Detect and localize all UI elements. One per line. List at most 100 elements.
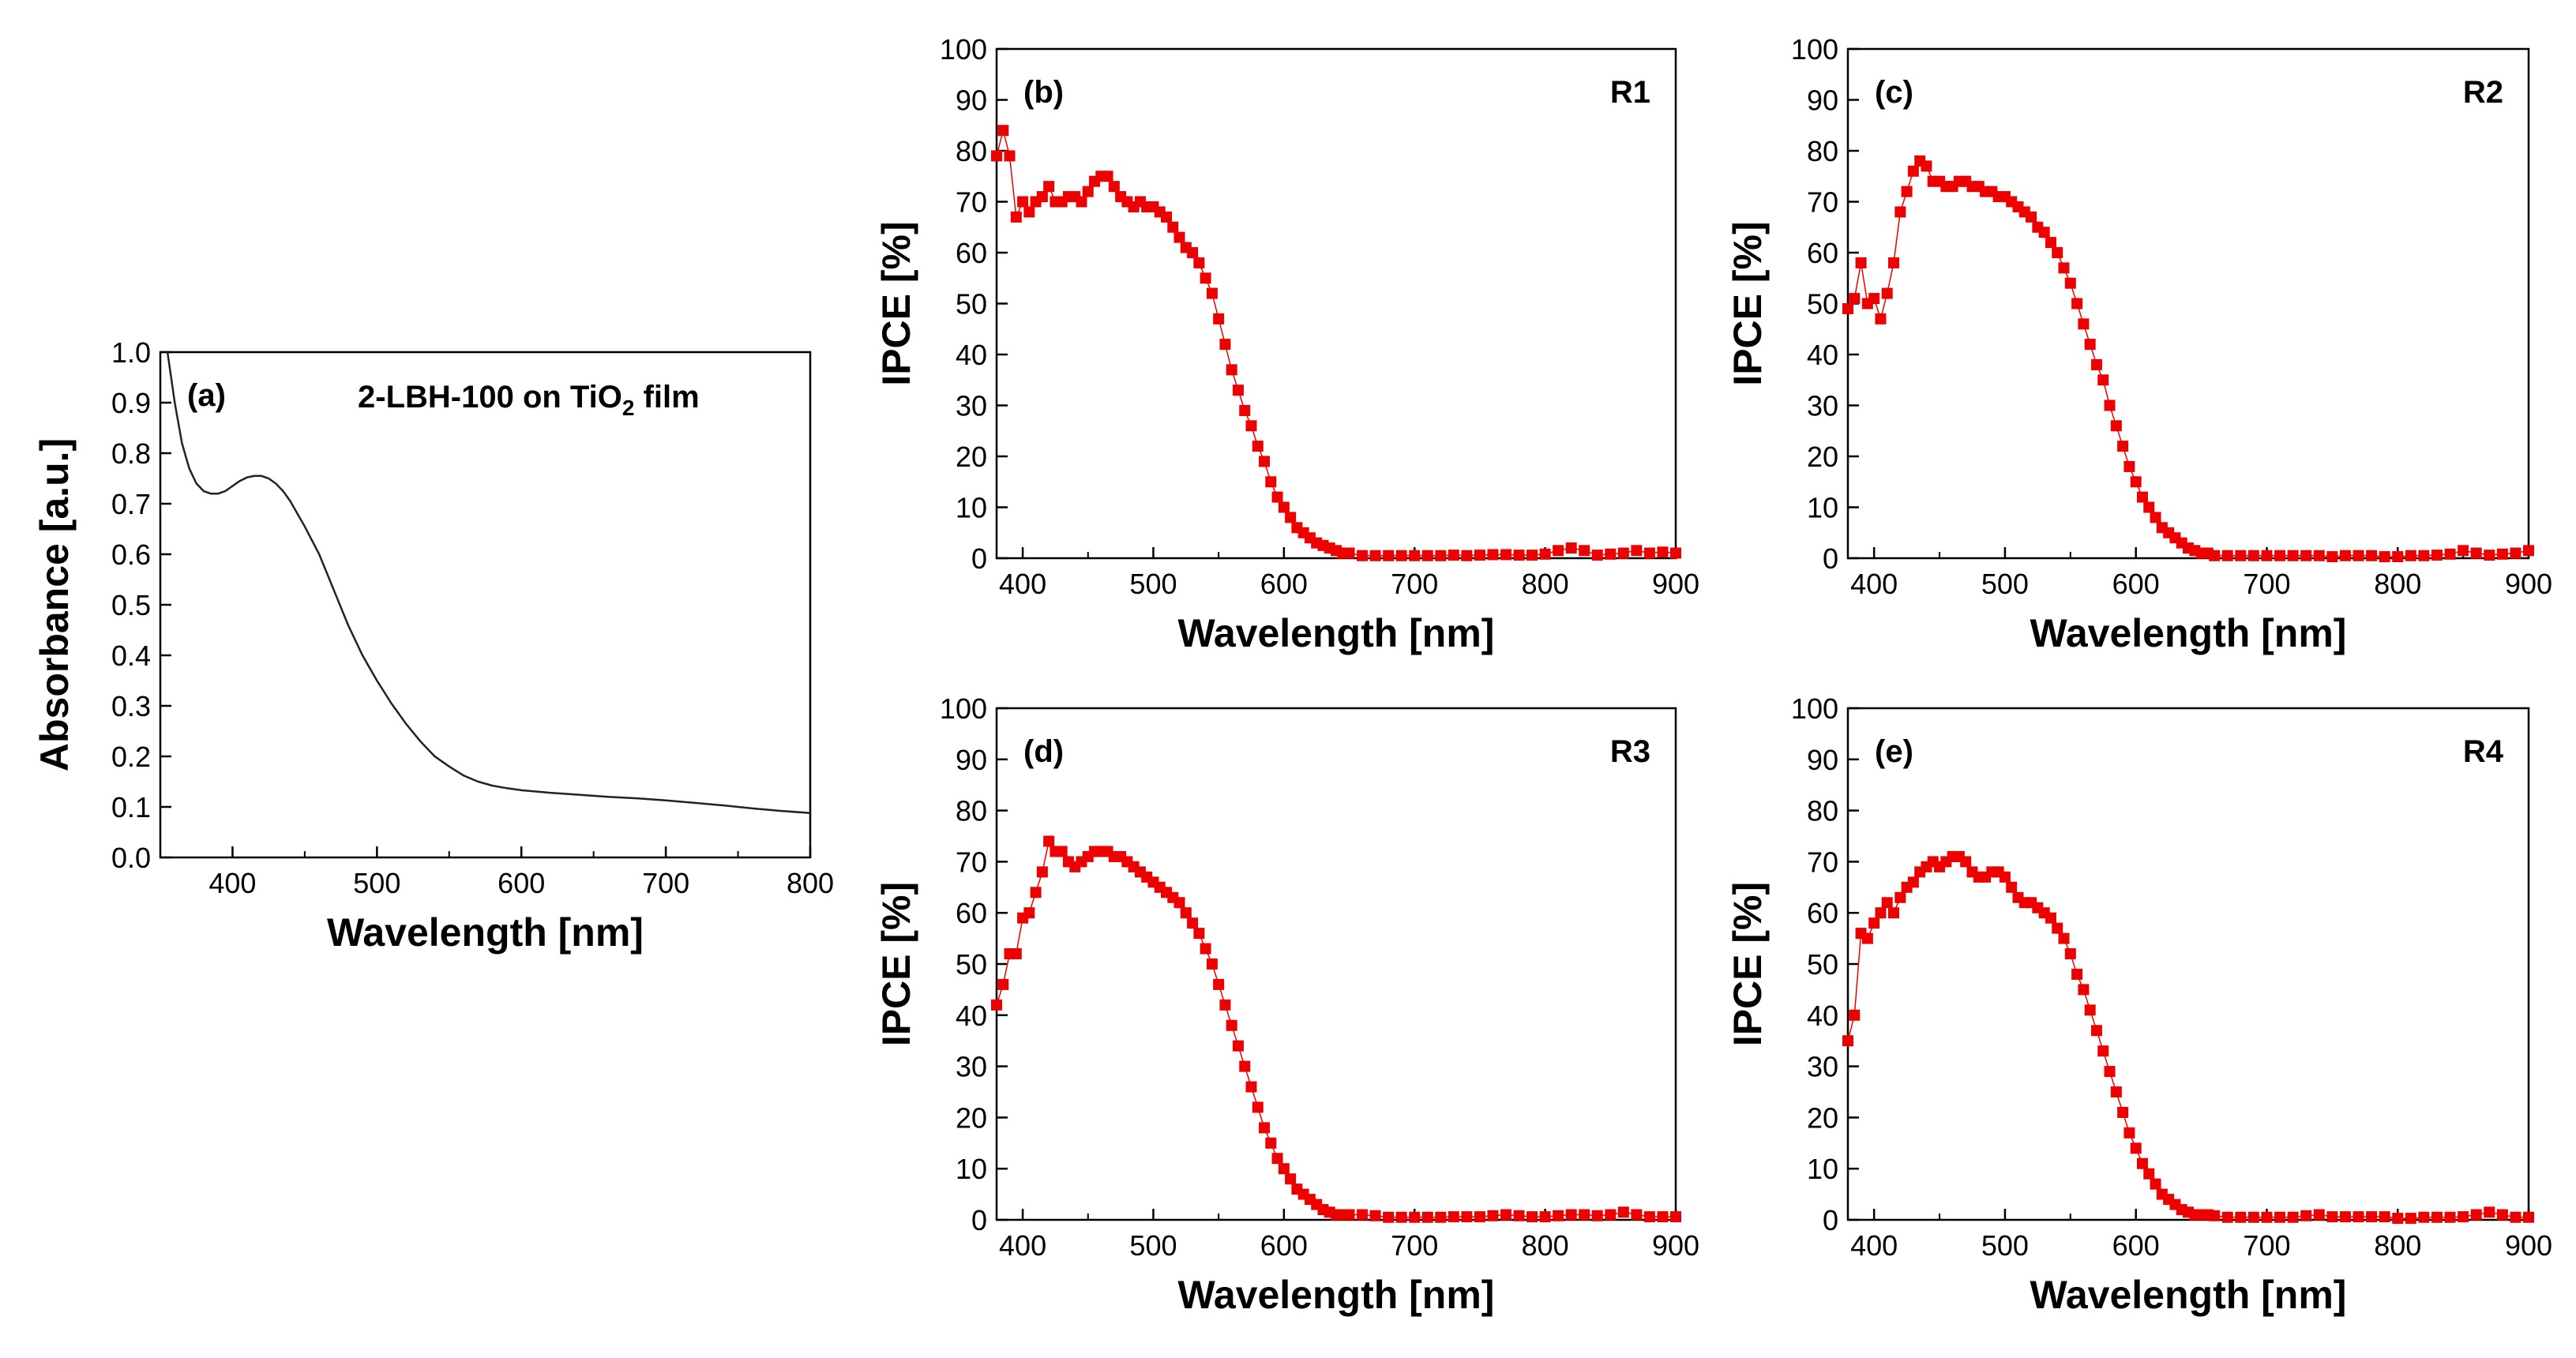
x-tick-label: 900 bbox=[1652, 1229, 1699, 1262]
y-tick-label: 90 bbox=[956, 84, 987, 117]
data-point-marker bbox=[1487, 1210, 1499, 1221]
data-point-marker bbox=[1056, 846, 1068, 857]
data-point-marker bbox=[1252, 1101, 1264, 1113]
data-point-marker bbox=[1617, 547, 1629, 559]
x-tick-label: 500 bbox=[1981, 568, 2029, 600]
data-point-marker bbox=[1173, 897, 1185, 909]
y-tick-label: 10 bbox=[956, 492, 987, 524]
data-point-marker bbox=[1435, 1211, 1447, 1223]
plot-frame bbox=[1846, 707, 2530, 1221]
plot-frame bbox=[995, 47, 1677, 560]
y-tick-label: 0 bbox=[1823, 542, 1838, 575]
y-tick-label: 100 bbox=[1791, 33, 1838, 66]
data-point-marker bbox=[1553, 545, 1564, 557]
data-point-marker bbox=[2418, 550, 2430, 561]
series-label: R4 bbox=[2463, 734, 2504, 769]
data-point-marker bbox=[1894, 891, 1906, 903]
y-tick-label: 20 bbox=[1807, 1101, 1838, 1134]
x-tick-label: 700 bbox=[642, 867, 689, 899]
data-point-marker bbox=[1888, 257, 1900, 268]
y-tick-label: 20 bbox=[956, 441, 987, 473]
data-point-marker bbox=[2235, 550, 2247, 561]
x-tick-label: 400 bbox=[208, 867, 256, 899]
data-point-marker bbox=[1421, 550, 1433, 561]
x-tick-label: 600 bbox=[498, 867, 545, 899]
data-point-marker bbox=[2326, 1211, 2338, 1223]
data-point-marker bbox=[997, 125, 1009, 137]
data-point-marker bbox=[2431, 550, 2443, 561]
data-point-marker bbox=[2431, 1211, 2443, 1223]
data-point-marker bbox=[1474, 1211, 1485, 1223]
data-point-marker bbox=[2353, 1211, 2364, 1223]
data-point-marker bbox=[1193, 257, 1205, 268]
y-tick-label: 0 bbox=[1823, 1204, 1838, 1236]
data-point-marker bbox=[1239, 1060, 1251, 1072]
x-tick-label: 700 bbox=[2243, 1229, 2290, 1262]
x-axis-title: Wavelength [nm] bbox=[2030, 611, 2347, 655]
data-point-marker bbox=[1017, 196, 1029, 208]
data-point-marker bbox=[1907, 876, 1919, 888]
data-point-marker bbox=[1999, 871, 2011, 883]
absorbance-curve bbox=[166, 351, 811, 814]
data-point-marker bbox=[2064, 948, 2076, 960]
data-point-marker bbox=[1271, 491, 1283, 503]
data-point-marker bbox=[2136, 491, 2148, 503]
y-tick-label: 0.1 bbox=[111, 791, 151, 823]
data-point-marker bbox=[2110, 1086, 2122, 1097]
data-point-marker bbox=[2130, 476, 2142, 488]
y-tick-label: 0.2 bbox=[111, 741, 151, 773]
data-point-marker bbox=[2221, 1211, 2233, 1223]
y-tick-label: 20 bbox=[956, 1101, 987, 1134]
data-point-marker bbox=[1657, 1211, 1669, 1223]
data-point-marker bbox=[1409, 550, 1421, 561]
x-tick-label: 400 bbox=[1850, 1229, 1898, 1262]
data-point-marker bbox=[2523, 545, 2534, 557]
y-tick-label: 10 bbox=[1807, 1153, 1838, 1185]
data-point-marker bbox=[2124, 1127, 2135, 1139]
y-tick-label: 10 bbox=[956, 1153, 987, 1185]
x-tick-label: 400 bbox=[999, 1229, 1046, 1262]
data-point-marker bbox=[2058, 262, 2070, 274]
y-tick-label: 60 bbox=[956, 897, 987, 929]
y-tick-label: 80 bbox=[1807, 135, 1838, 167]
y-tick-label: 30 bbox=[1807, 390, 1838, 422]
data-point-marker bbox=[2458, 1211, 2469, 1223]
data-point-marker bbox=[997, 978, 1009, 990]
data-point-marker bbox=[2097, 1045, 2109, 1057]
series-label: R3 bbox=[1610, 734, 1650, 769]
data-point-marker bbox=[1670, 1211, 1681, 1223]
data-point-marker bbox=[2484, 1206, 2495, 1218]
panel-label: (a) bbox=[187, 378, 226, 413]
data-point-marker bbox=[1565, 542, 1577, 554]
data-point-marker bbox=[1500, 1209, 1511, 1221]
x-tick-label: 400 bbox=[999, 568, 1046, 600]
y-tick-label: 0.9 bbox=[111, 387, 151, 419]
data-point-marker bbox=[1842, 1035, 1853, 1047]
data-point-marker bbox=[1513, 550, 1525, 561]
data-point-marker bbox=[1226, 1019, 1237, 1031]
data-point-marker bbox=[1500, 549, 1511, 561]
data-point-marker bbox=[2104, 400, 2116, 411]
data-point-marker bbox=[1357, 1209, 1369, 1221]
y-axis-title: IPCE [%] bbox=[1725, 221, 1770, 385]
data-point-marker bbox=[2209, 550, 2221, 561]
data-point-marker bbox=[1036, 191, 1048, 203]
y-axis-title: IPCE [%] bbox=[874, 882, 918, 1046]
data-point-marker bbox=[1461, 1211, 1473, 1223]
data-point-marker bbox=[1395, 1211, 1407, 1223]
data-point-marker bbox=[2326, 551, 2338, 563]
panel-label: (c) bbox=[1875, 75, 1913, 110]
data-point-marker bbox=[1167, 221, 1179, 233]
data-point-marker bbox=[1043, 835, 1055, 847]
data-point-marker bbox=[1369, 1210, 1381, 1221]
data-point-marker bbox=[1161, 211, 1172, 223]
annotation-main: 2-LBH-100 on TiO bbox=[358, 380, 622, 415]
data-point-marker bbox=[1383, 550, 1395, 561]
data-point-marker bbox=[2470, 1209, 2482, 1221]
data-point-marker bbox=[1285, 1173, 1297, 1185]
data-point-marker bbox=[1643, 547, 1655, 559]
data-point-marker bbox=[1252, 441, 1264, 452]
y-tick-label: 90 bbox=[956, 744, 987, 776]
data-point-marker bbox=[1245, 420, 1257, 432]
data-point-marker bbox=[1591, 1210, 1603, 1221]
